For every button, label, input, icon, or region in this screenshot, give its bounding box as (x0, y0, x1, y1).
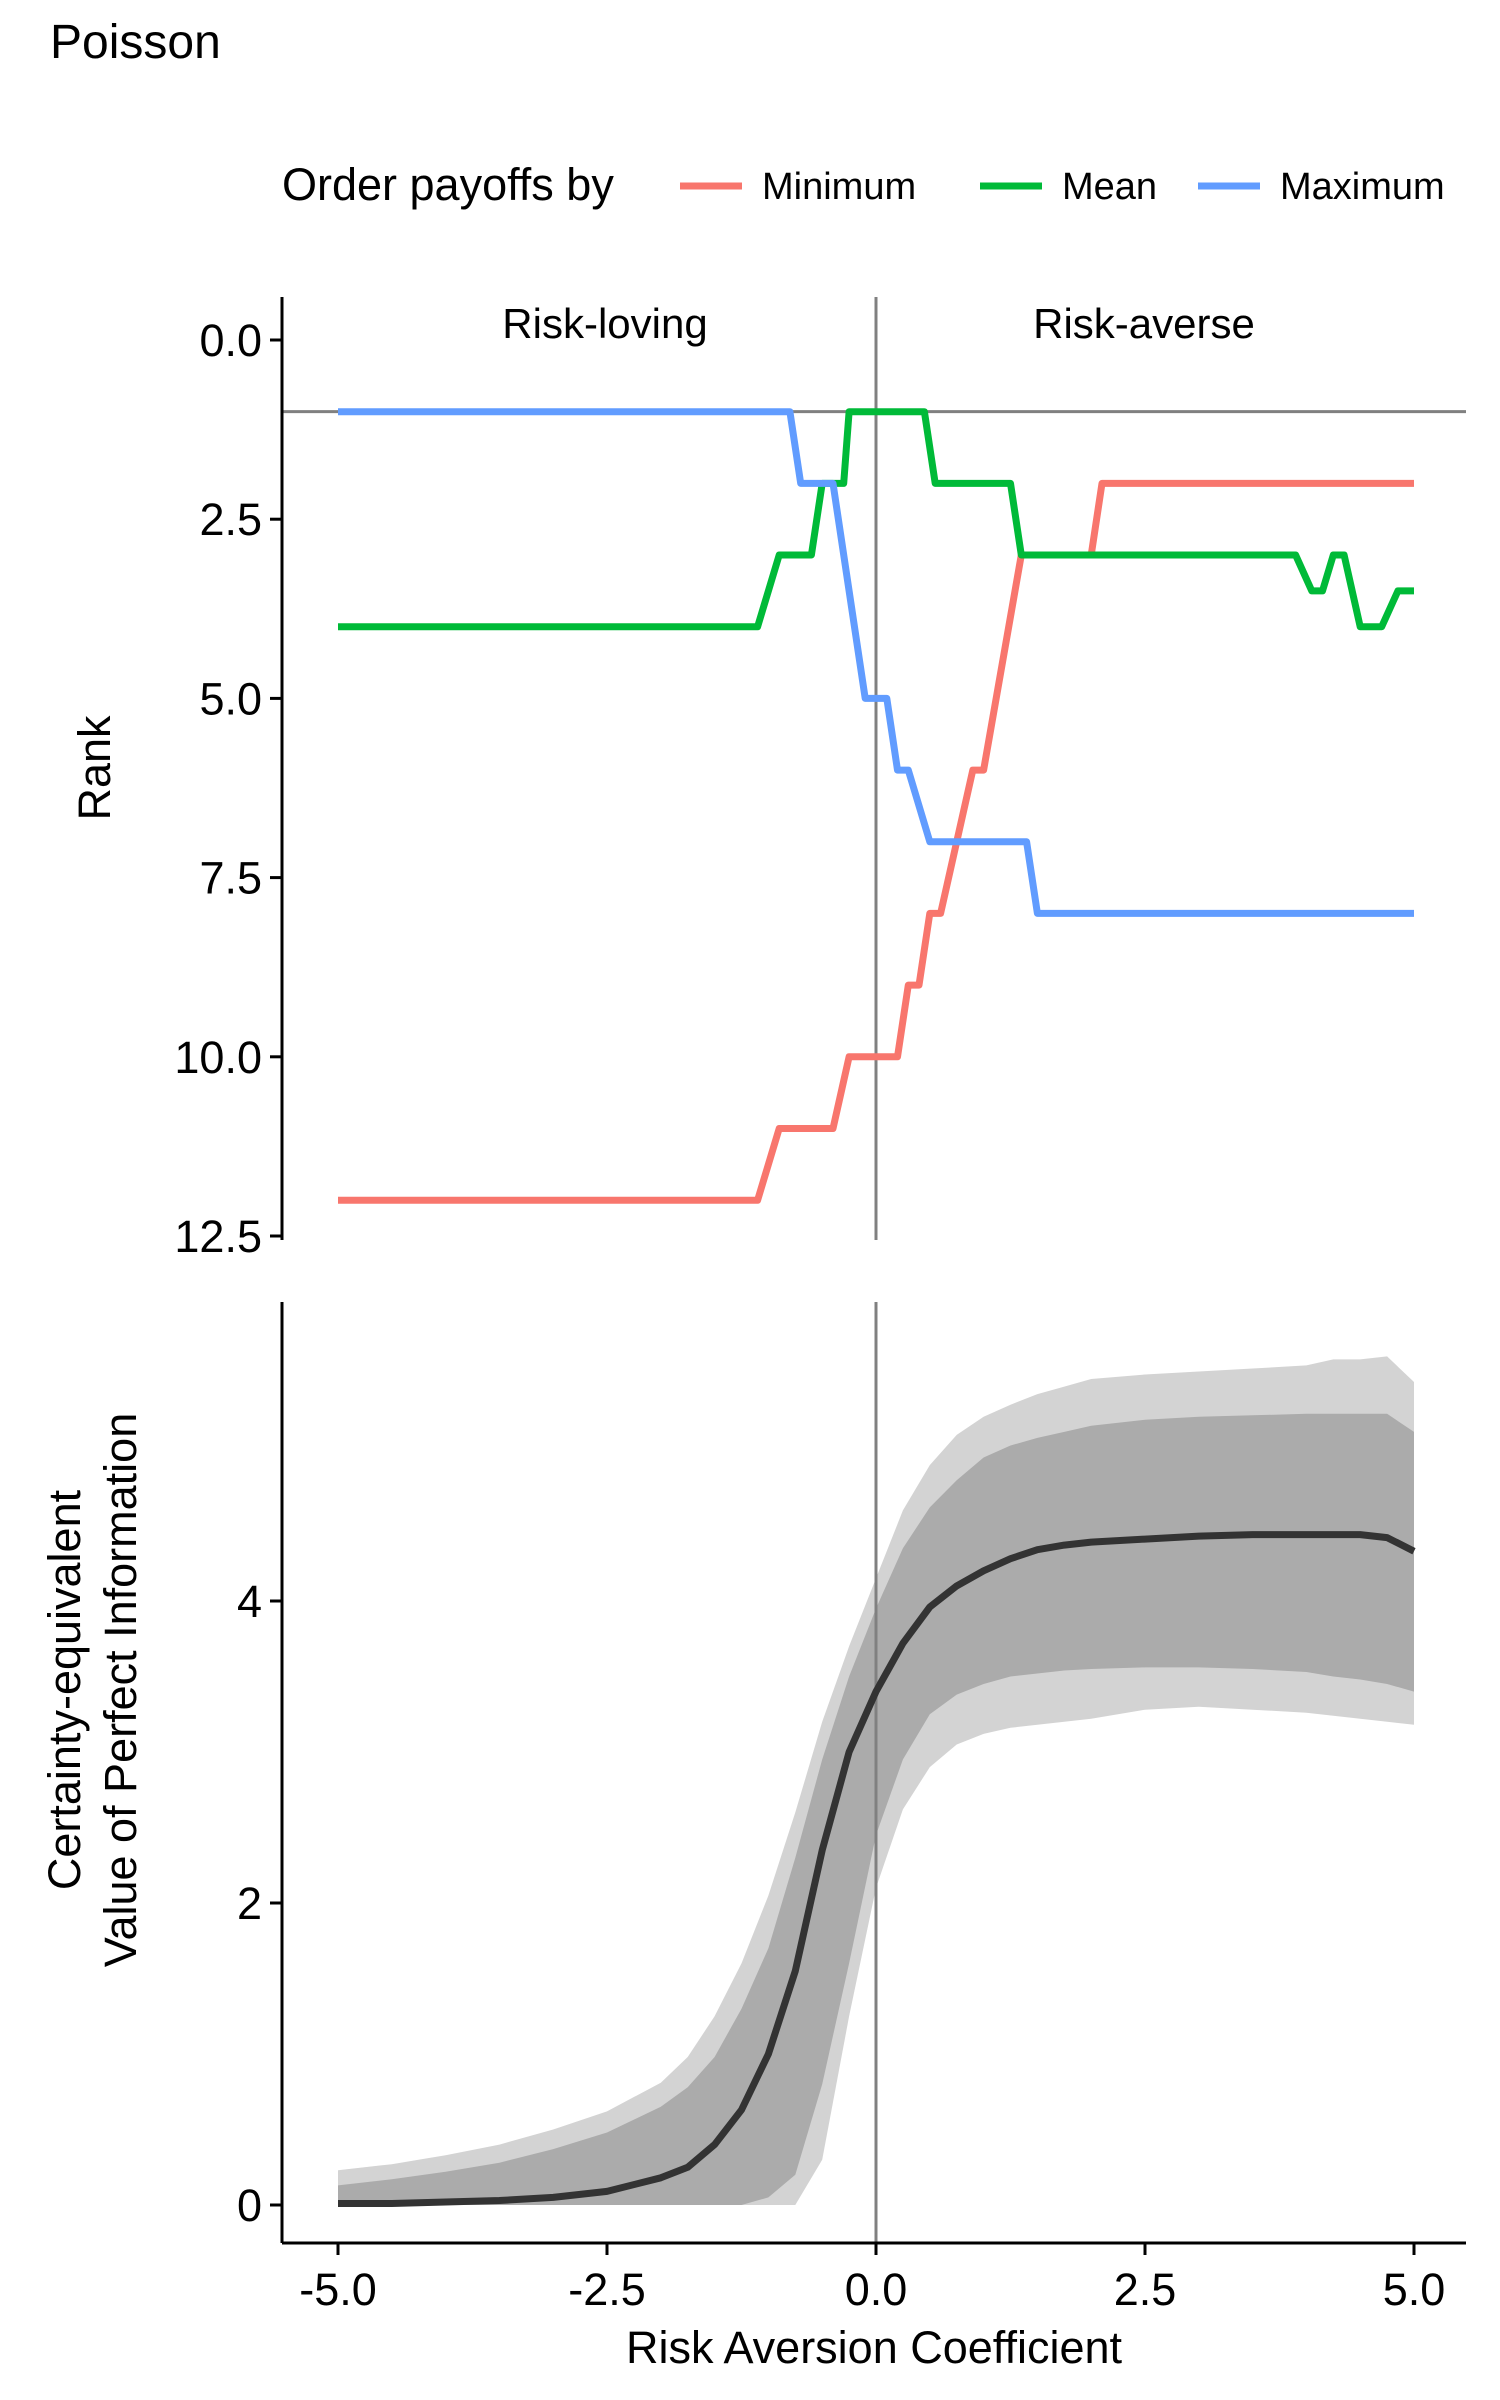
bottom-x-ticks: -5.0 -2.5 0.0 2.5 5.0 (299, 2243, 1445, 2315)
bottom-y-axis-label-line-2: Value of Perfect Information (95, 1413, 146, 1967)
legend-title: Order payoffs by (282, 159, 614, 210)
annotation-risk-averse: Risk-averse (1033, 300, 1255, 347)
bottom-y-tick-label: 2 (237, 1878, 262, 1929)
bottom-y-axis-label-line-1: Certainty-equivalent (39, 1489, 90, 1890)
legend-label-maximum: Maximum (1280, 166, 1445, 208)
top-y-tick-label: 7.5 (199, 853, 262, 904)
rank-panel: 0.0 2.5 5.0 7.5 10.0 12.5 Rank Risk-loving Ri… (69, 297, 1466, 1262)
cevpi-panel: 0 2 4 -5.0 -2.5 0.0 2.5 5.0 Risk Aversion Coef… (39, 1302, 1466, 2373)
top-y-tick-label: 0.0 (199, 315, 262, 366)
x-axis-label: Risk Aversion Coefficient (626, 2322, 1123, 2373)
top-y-ticks: 0.0 2.5 5.0 7.5 10.0 12.5 (174, 315, 282, 1262)
central-line (338, 1531, 1416, 2207)
x-tick-label: -5.0 (299, 2264, 377, 2315)
legend-label-minimum: Minimum (762, 166, 916, 208)
top-y-tick-label: 5.0 (199, 673, 262, 724)
x-tick-label: 0.0 (845, 2264, 908, 2315)
top-y-tick-label: 12.5 (174, 1211, 262, 1262)
top-y-axis-label: Rank (69, 715, 120, 821)
annotation-risk-loving: Risk-loving (502, 300, 707, 347)
reference-lines (282, 297, 1466, 1240)
top-y-tick-label: 2.5 (199, 494, 262, 545)
legend: Order payoffs by Minimum Mean Maximum (282, 159, 1445, 210)
rank-series (338, 408, 1414, 1204)
x-tick-label: 5.0 (1383, 2264, 1446, 2315)
x-tick-label: 2.5 (1114, 2264, 1177, 2315)
legend-label-mean: Mean (1062, 166, 1157, 208)
bottom-y-ticks: 0 2 4 (237, 1576, 282, 2231)
bottom-y-tick-label: 0 (237, 2180, 262, 2231)
cevpi-central-line (338, 1531, 1416, 2207)
bottom-y-axis-label: Certainty-equivalent Value of Perfect In… (39, 1413, 146, 1967)
bottom-y-tick-label: 4 (237, 1576, 262, 1627)
legend-entries: Minimum Mean Maximum (680, 166, 1445, 208)
series-line-mean (338, 408, 1414, 631)
series-line-maximum (338, 408, 1414, 917)
top-y-tick-label: 10.0 (174, 1032, 262, 1083)
chart-title: Poisson (50, 16, 221, 69)
x-tick-label: -2.5 (568, 2264, 646, 2315)
